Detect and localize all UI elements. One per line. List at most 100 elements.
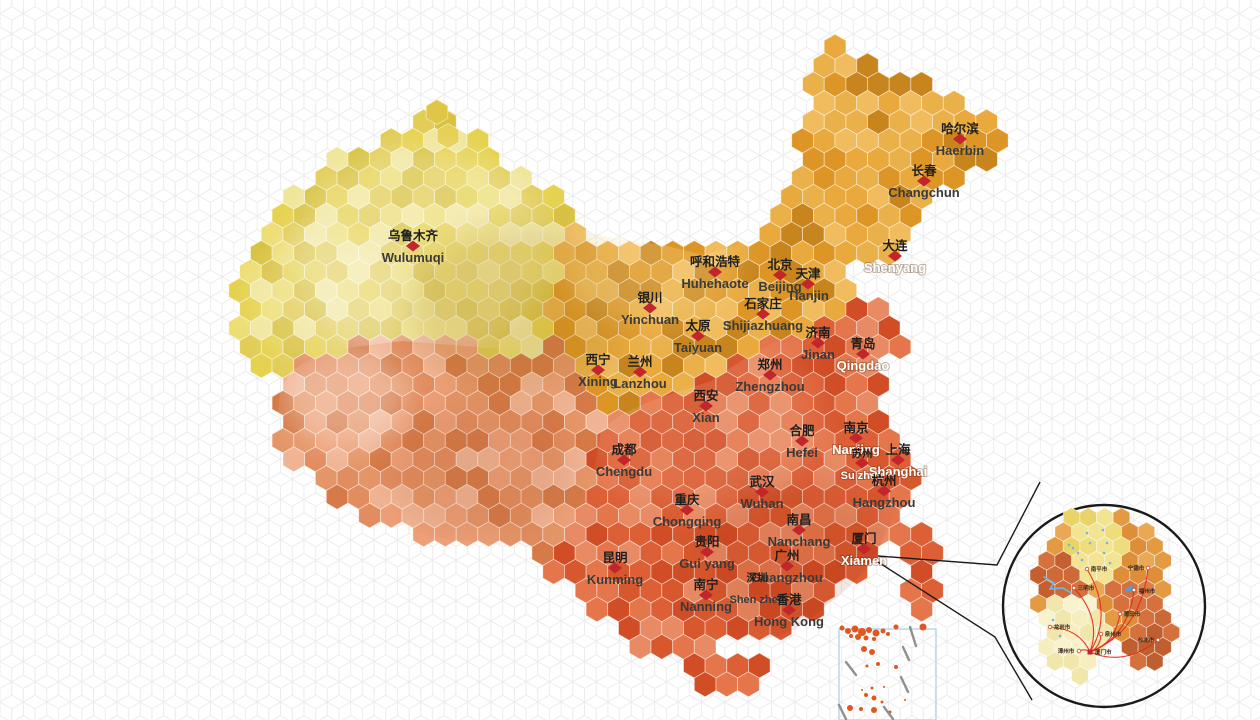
city-name-zh: 呼和浩特 <box>690 254 741 269</box>
inset-city-dot[interactable] <box>1076 648 1082 654</box>
city-qingdao[interactable]: 青岛 Qingdao <box>836 336 891 374</box>
city-name-en: Xiamen <box>841 553 887 568</box>
city-diamond-marker[interactable] <box>763 369 777 381</box>
inset-hub-marker-xiamen[interactable] <box>1087 649 1093 655</box>
city-diamond-marker[interactable] <box>643 302 657 314</box>
city-diamond-marker[interactable] <box>888 250 902 262</box>
city-diamond-marker[interactable] <box>856 348 870 360</box>
city-diamond-marker[interactable] <box>849 432 863 444</box>
city-name-en: Qingdao <box>837 358 890 373</box>
city-shijiazhuang[interactable]: 石家庄 Shijiazhuang <box>723 296 803 333</box>
city-shenyang[interactable]: 大连 Shenyang <box>863 238 927 276</box>
city-name-zh: 西宁 <box>585 352 610 367</box>
city-hangzhou[interactable]: 杭州 Hangzhou <box>853 473 916 510</box>
city-xian[interactable]: 西安 Xian <box>692 388 720 425</box>
city-name-en: Shen zhen <box>729 594 784 606</box>
island-dot <box>864 693 868 697</box>
city-jinan[interactable]: 济南 Jinan <box>801 325 835 362</box>
city-gui-yang[interactable]: 贵阳 Gui yang <box>679 534 735 571</box>
city-name-zh: 成都 <box>611 442 637 457</box>
city-diamond-marker[interactable] <box>877 485 891 497</box>
city-diamond-marker[interactable] <box>633 366 647 378</box>
city-diamond-marker[interactable] <box>780 560 794 572</box>
nine-dash-segment <box>882 705 895 720</box>
city-diamond-marker[interactable] <box>708 266 722 278</box>
city-diamond-marker[interactable] <box>680 504 694 516</box>
city-chongqing[interactable]: 重庆 Chongqing <box>653 492 722 529</box>
inset-city-dot[interactable] <box>1117 611 1123 617</box>
city-name-zh: 大连 <box>882 238 908 253</box>
city-diamond-marker[interactable] <box>855 457 869 469</box>
city-name-en: Changchun <box>888 185 960 200</box>
inset-city-label: 福州市 <box>1138 587 1156 595</box>
inset-city-dot[interactable] <box>1145 565 1151 571</box>
city-taiyuan[interactable]: 太原 Taiyuan <box>674 318 722 355</box>
inset-city-dot[interactable] <box>1098 631 1104 637</box>
city-diamond-marker[interactable] <box>811 337 825 349</box>
city-huhehaote[interactable]: 呼和浩特 Huhehaote <box>681 254 748 291</box>
city-name-zh: 太原 <box>685 318 711 333</box>
city-diamond-marker[interactable] <box>801 278 815 290</box>
island-dot <box>880 700 884 704</box>
city-shanghai[interactable]: 上海 Shanghai <box>868 442 929 480</box>
city-nanchang[interactable]: 南昌 Nanchang <box>768 512 831 549</box>
island-dot <box>839 625 845 631</box>
city-wuhan[interactable]: 武汉 Wuhan <box>740 474 783 511</box>
city-diamond-marker[interactable] <box>917 175 931 187</box>
city-lanzhou[interactable]: 兰州 Lanzhou <box>613 354 666 391</box>
city-su-zhou[interactable]: 苏州 Su zhou <box>840 447 885 483</box>
island-dot <box>876 662 880 666</box>
island-dot <box>865 664 869 668</box>
city-name-en: Nanning <box>680 599 732 614</box>
city-nanning[interactable]: 南宁 Nanning <box>680 577 732 614</box>
inset-city-dot[interactable] <box>1084 566 1090 572</box>
inset-city-dot[interactable] <box>1071 585 1077 591</box>
city-diamond-marker[interactable] <box>782 604 796 616</box>
city-yinchuan[interactable]: 银川 Yinchuan <box>621 290 679 327</box>
city-diamond-marker[interactable] <box>700 546 714 558</box>
city-hong-kong[interactable]: 香港 Hong Kong <box>754 592 824 629</box>
water-dot <box>1076 551 1080 555</box>
city-diamond-marker[interactable] <box>617 454 631 466</box>
city-name-en: Jinan <box>801 347 835 362</box>
city-name-zh: 银川 <box>637 290 662 305</box>
city-nanjing[interactable]: 南京 Nanjing <box>831 420 881 458</box>
city-name-zh: 济南 <box>805 325 831 340</box>
city-diamond-marker[interactable] <box>792 524 806 536</box>
city-name-en: Chongqing <box>653 514 722 529</box>
water-dot <box>1105 541 1109 545</box>
city-chengdu[interactable]: 成都 Chengdu <box>596 442 652 479</box>
inset-city-dot[interactable] <box>1047 624 1053 630</box>
city-diamond-marker[interactable] <box>891 454 905 466</box>
inset-city-dot[interactable] <box>1131 587 1137 593</box>
city-xining[interactable]: 西宁 Xining <box>578 352 618 389</box>
city-diamond-marker[interactable] <box>591 364 605 376</box>
city-diamond-marker[interactable] <box>857 543 871 555</box>
city-name-en: Tianjin <box>787 288 829 303</box>
city-diamond-marker[interactable] <box>756 308 770 320</box>
city-diamond-marker[interactable] <box>699 589 713 601</box>
city-hefei[interactable]: 合肥 Hefei <box>786 423 818 460</box>
city-diamond-marker[interactable] <box>953 133 967 145</box>
city-diamond-marker[interactable] <box>406 240 420 252</box>
inset-city-label: 莆田市 <box>1124 610 1141 618</box>
city-guangzhou[interactable]: 广州 Guangzhou <box>751 548 823 585</box>
city-zhengzhou[interactable]: 郑州 Zhengzhou <box>735 357 804 394</box>
city-xiamen[interactable]: 厦门 Xiamen <box>840 531 888 569</box>
city-diamond-marker[interactable] <box>755 486 769 498</box>
city-diamond-marker[interactable] <box>699 400 713 412</box>
city-diamond-marker[interactable] <box>795 435 809 447</box>
city-tianjin[interactable]: 天津 Tianjin <box>787 266 829 303</box>
city-beijing[interactable]: 北京 Beijing <box>758 257 801 294</box>
city-diamond-marker[interactable] <box>608 562 622 574</box>
city-kunming[interactable]: 昆明 Kunming <box>587 550 643 587</box>
inset-city-dot[interactable] <box>1155 637 1161 643</box>
city-diamond-marker[interactable] <box>773 269 787 281</box>
city-changchun[interactable]: 长春 Changchun <box>888 163 960 200</box>
city-haerbin[interactable]: 哈尔滨 Haerbin <box>936 121 984 158</box>
city-shen-zhen[interactable]: 深圳 Shen zhen <box>729 571 784 606</box>
city-wulumuqi[interactable]: 乌鲁木齐 Wulumuqi <box>382 228 445 265</box>
city-diamond-marker[interactable] <box>691 330 705 342</box>
island-dot <box>893 624 899 630</box>
